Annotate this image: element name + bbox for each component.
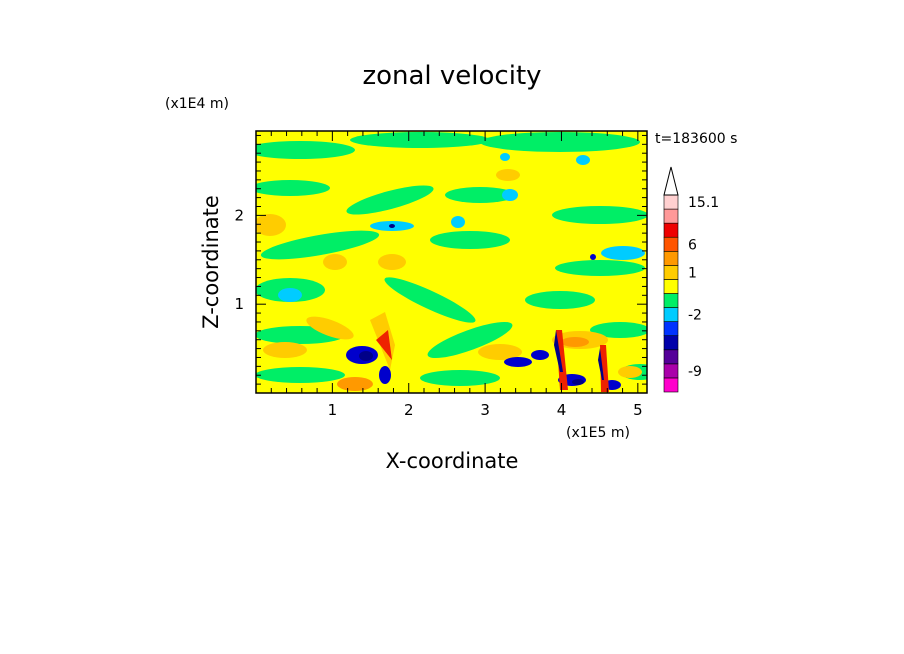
contour-patch [555, 260, 645, 276]
contour-patch [256, 180, 330, 196]
colorbar-swatch [663, 335, 679, 351]
colorbar-swatch [663, 349, 679, 365]
contour-patch [256, 214, 286, 236]
x-tick-label: 2 [404, 401, 414, 419]
contour-patch [451, 216, 465, 228]
chart-title: zonal velocity [362, 61, 541, 91]
x-tick-label: 3 [480, 401, 490, 419]
contour-patch [384, 277, 476, 323]
contour-patch [346, 185, 434, 215]
contour-patch [561, 337, 589, 347]
contour-patch [502, 189, 518, 201]
contour-patch [378, 254, 406, 270]
contour-patch [256, 141, 355, 159]
colorbar-swatch [663, 265, 679, 280]
x-axis: 1 2 3 4 5 [270, 131, 643, 419]
contour-patch [263, 342, 307, 358]
contour-patch [556, 330, 568, 390]
y-tick-label: 1 [234, 295, 244, 313]
y-axis-label: Z-coordinate [199, 195, 223, 329]
colorbar-swatch [663, 321, 679, 337]
colorbar-label: 1 [688, 265, 697, 281]
contour-patch [480, 132, 640, 152]
colorbar-label: -2 [688, 308, 702, 324]
time-label: t=183600 s [655, 131, 737, 147]
contour-patch [576, 155, 590, 165]
contour-patch [525, 291, 595, 309]
contour-patch [359, 351, 373, 361]
contour-patch [600, 345, 609, 392]
colorbar-label: -9 [688, 364, 702, 380]
contour-patch [496, 169, 520, 181]
colorbar-swatch [663, 208, 679, 224]
contour-patch [389, 224, 395, 228]
colorbar-swatch [663, 293, 679, 308]
colorbar-swatch [663, 307, 679, 322]
contour-patch [618, 366, 642, 378]
contour-patch [306, 316, 354, 340]
contour-patch [500, 153, 510, 161]
contour-patch [478, 344, 522, 360]
contour-patch [427, 321, 513, 359]
x-axis-label: X-coordinate [386, 449, 519, 473]
contour-patch [445, 187, 515, 203]
contour-patch [554, 330, 563, 372]
x-tick-label: 5 [633, 401, 643, 419]
contour-patch [323, 254, 347, 270]
x-tick-label: 1 [328, 401, 338, 419]
contour-patch [379, 366, 391, 384]
contour-patch [376, 330, 392, 360]
contour-patch [572, 379, 584, 385]
contour-patch [278, 288, 302, 302]
contour-patch [430, 231, 510, 249]
contour-patch [256, 367, 345, 383]
colorbar-label: 15.1 [688, 195, 719, 211]
colorbar: 15.1 6 1 -2 -9 [663, 166, 719, 393]
contour-patch [337, 377, 373, 391]
colorbar-overflow-arrow [663, 166, 679, 196]
colorbar-swatch [663, 279, 679, 294]
contour-patch [590, 322, 647, 338]
contour-patch [598, 348, 604, 380]
contour-patch [420, 370, 500, 386]
colorbar-swatch [663, 250, 679, 266]
contour-patch [601, 246, 645, 260]
contour-patch [504, 357, 532, 367]
colorbar-label: 6 [688, 237, 697, 253]
contour-patch [531, 350, 549, 360]
colorbar-swatch [663, 194, 679, 210]
contour-patch [350, 132, 490, 148]
contour-patch [590, 254, 596, 260]
x-axis-unit: (x1E5 m) [566, 425, 630, 441]
x-tick-label: 4 [557, 401, 567, 419]
colorbar-swatch [663, 363, 679, 379]
colorbar-swatch [663, 377, 679, 393]
y-axis: 12 [234, 134, 647, 385]
y-axis-unit: (x1E4 m) [165, 96, 229, 112]
colorbar-swatch [663, 236, 679, 252]
contour-patch [260, 230, 380, 260]
y-tick-label: 2 [234, 206, 244, 224]
colorbar-swatch [663, 222, 679, 238]
plot-frame [255, 130, 648, 394]
contour-field [256, 131, 647, 393]
contour-patch [552, 206, 647, 224]
